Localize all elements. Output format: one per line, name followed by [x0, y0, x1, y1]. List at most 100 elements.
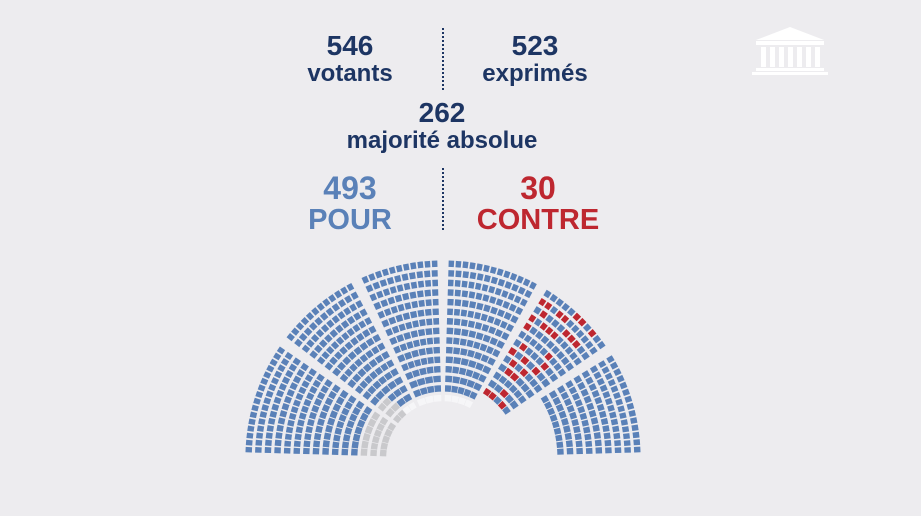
seat	[446, 346, 453, 354]
pour-label: POUR	[308, 204, 392, 236]
seat	[308, 368, 317, 377]
seat	[294, 338, 303, 348]
seat	[598, 360, 607, 369]
seat	[359, 308, 368, 317]
seat	[488, 326, 497, 335]
seat	[351, 441, 359, 449]
seat	[561, 302, 570, 312]
seat	[407, 360, 415, 369]
seat	[372, 333, 382, 343]
seat	[581, 351, 590, 361]
seat	[520, 356, 530, 366]
seat	[488, 285, 496, 294]
seat	[325, 345, 335, 355]
seat	[474, 311, 482, 320]
seat	[509, 272, 518, 281]
seat	[256, 432, 264, 439]
seat	[453, 328, 462, 336]
seat	[489, 337, 499, 346]
seat	[271, 403, 280, 411]
seat	[290, 406, 299, 414]
seat	[321, 404, 331, 413]
seat	[631, 424, 639, 431]
seat	[277, 364, 286, 373]
seat	[377, 402, 387, 412]
seat	[286, 388, 295, 397]
seat	[539, 310, 548, 319]
contre-label: CONTRE	[476, 204, 600, 236]
seat	[514, 351, 524, 361]
seat	[569, 351, 578, 361]
seat	[612, 425, 620, 433]
seat	[602, 391, 611, 399]
seat	[452, 376, 461, 384]
seat	[278, 382, 287, 391]
seat	[563, 398, 573, 407]
seat	[589, 346, 598, 355]
seat	[425, 347, 433, 355]
seat	[249, 411, 258, 419]
seat	[468, 281, 475, 289]
seat	[284, 440, 292, 447]
seat	[580, 388, 589, 397]
seat	[454, 280, 461, 287]
seat	[274, 447, 281, 454]
seat	[274, 439, 282, 447]
seat	[447, 298, 454, 306]
seat	[356, 419, 366, 428]
seat	[503, 270, 511, 279]
seat	[503, 355, 512, 364]
seat	[466, 379, 476, 388]
seat	[545, 314, 554, 324]
seat	[523, 334, 533, 343]
seat	[529, 281, 537, 290]
seat	[390, 402, 401, 412]
seat	[424, 289, 432, 297]
seat	[413, 359, 422, 367]
seat	[596, 403, 605, 412]
seat	[628, 409, 636, 417]
seat	[467, 310, 475, 318]
seat	[447, 308, 454, 316]
seat	[360, 448, 368, 456]
seat	[395, 314, 404, 323]
seat	[529, 326, 538, 336]
seat	[394, 275, 402, 283]
seat	[265, 439, 272, 446]
seat	[594, 396, 603, 405]
seat	[362, 390, 372, 400]
seat	[499, 320, 508, 329]
seat	[553, 362, 562, 372]
seat	[374, 354, 384, 364]
seat	[339, 346, 348, 355]
seat	[355, 400, 365, 410]
seat	[588, 383, 597, 392]
seat	[615, 398, 624, 406]
seat	[356, 332, 365, 342]
seat	[416, 271, 424, 279]
seat	[619, 381, 628, 390]
seat	[340, 320, 350, 329]
votants-label: votants	[307, 60, 393, 87]
seat	[408, 272, 416, 280]
seat	[349, 413, 358, 422]
seat	[393, 345, 402, 354]
seat	[255, 439, 263, 446]
seat	[311, 307, 320, 316]
seat	[306, 392, 315, 401]
seat	[460, 319, 468, 327]
seat	[337, 361, 347, 371]
seat	[337, 311, 346, 320]
seat	[273, 352, 282, 361]
seat	[473, 351, 483, 360]
seat	[376, 290, 384, 299]
seat	[455, 260, 462, 268]
seat	[551, 319, 560, 328]
seat	[508, 384, 518, 394]
seat	[533, 306, 542, 315]
seat	[519, 342, 528, 352]
seat	[592, 334, 602, 344]
exprimes-stat: 523 exprimés	[455, 32, 615, 86]
seat	[388, 316, 397, 325]
seat	[461, 300, 469, 308]
